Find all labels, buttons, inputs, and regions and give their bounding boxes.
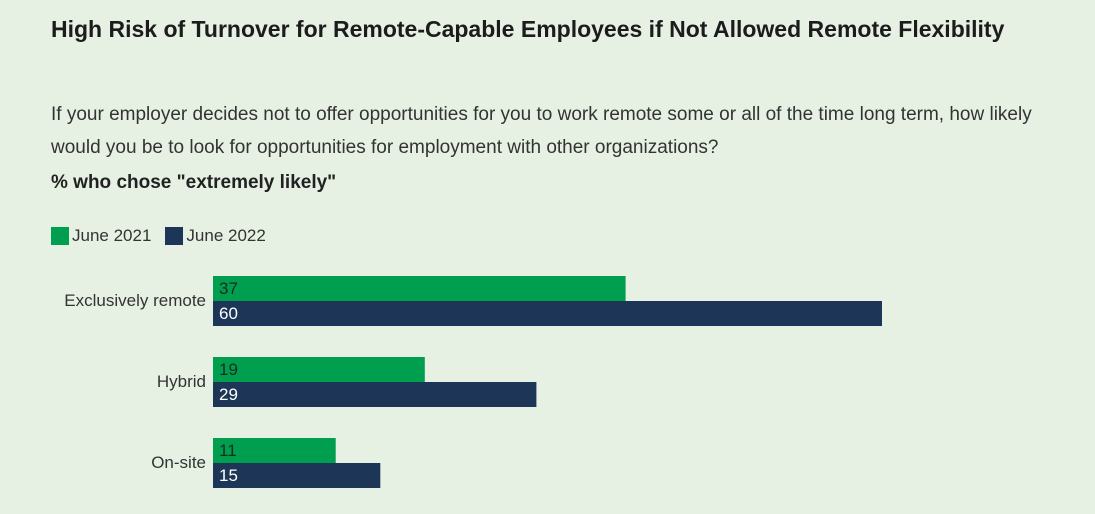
category-label-on-site: On-site [151, 453, 206, 472]
bar-exclusively-remote-june-2022 [213, 301, 882, 326]
legend-label-june-2022: June 2022 [186, 226, 266, 245]
data-label-on-site-june-2021: 11 [219, 441, 237, 460]
data-label-on-site-june-2022: 15 [219, 466, 238, 485]
legend-swatch-june-2021 [51, 227, 69, 245]
bar-hybrid-june-2021 [213, 357, 425, 382]
bar-hybrid-june-2022 [213, 382, 537, 407]
legend-item-june-2022: June 2022 [165, 226, 277, 246]
legend-item-june-2021: June 2021 [51, 226, 163, 246]
bar-on-site-june-2022 [213, 463, 381, 488]
bar-exclusively-remote-june-2021 [213, 276, 626, 301]
metric-label: % who chose "extremely likely" [51, 172, 337, 193]
data-label-exclusively-remote-june-2022: 60 [219, 304, 238, 323]
data-label-hybrid-june-2022: 29 [219, 385, 238, 404]
category-label-exclusively-remote: Exclusively remote [64, 291, 206, 310]
data-label-hybrid-june-2021: 19 [219, 360, 238, 379]
legend: June 2021 June 2022 [51, 224, 280, 248]
bar-on-site-june-2021 [213, 438, 336, 463]
legend-label-june-2021: June 2021 [72, 226, 152, 245]
chart-title: High Risk of Turnover for Remote-Capable… [51, 16, 1005, 42]
legend-swatch-june-2022 [165, 227, 184, 245]
category-label-hybrid: Hybrid [157, 372, 206, 391]
survey-question: If your employer decides not to offer op… [51, 104, 1032, 158]
data-label-exclusively-remote-june-2021: 37 [219, 279, 238, 298]
